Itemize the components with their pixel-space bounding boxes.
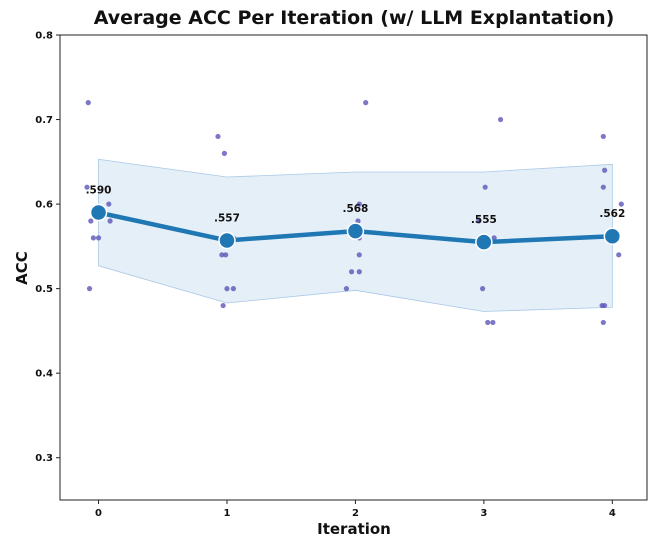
scatter-point: [616, 252, 622, 258]
scatter-point: [491, 235, 497, 241]
scatter-point: [600, 133, 606, 140]
scatter-point: [485, 319, 491, 326]
x-tick-label: 1: [223, 508, 230, 519]
x-tick-label: 3: [480, 508, 487, 519]
x-axis-label: Iteration: [317, 520, 391, 538]
scatter-point: [348, 269, 355, 275]
scatter-point: [600, 319, 606, 326]
scatter-point: [224, 286, 230, 292]
y-axis-label: ACC: [13, 251, 31, 285]
y-tick-label: 0.8: [35, 31, 53, 42]
scatter-point: [497, 116, 504, 123]
data-label: .557: [214, 212, 240, 224]
scatter-point: [363, 100, 369, 106]
mean-marker: [89, 203, 108, 222]
y-tick-label: 0.7: [35, 115, 53, 126]
scatter-point: [221, 150, 228, 156]
scatter-point: [88, 218, 94, 224]
scatter-point: [106, 201, 112, 207]
scatter-point: [215, 133, 221, 140]
mean-marker: [346, 222, 365, 240]
data-labels-layer: .590 .557 .568 .555 .562: [86, 185, 626, 227]
scatter-point: [90, 235, 96, 241]
scatter-point: [95, 235, 102, 241]
x-tick-label: 2: [352, 508, 359, 519]
scatter-point: [476, 218, 482, 224]
data-label: .555: [471, 214, 497, 226]
scatter-point: [490, 319, 496, 326]
data-label: .590: [86, 185, 112, 197]
scatter-point: [356, 252, 362, 258]
scatter-point: [84, 184, 90, 190]
scatter-point: [343, 286, 350, 292]
scatter-point: [600, 184, 606, 190]
scatter-point: [356, 201, 362, 207]
axes-layer: 0.3 0.4 0.5 0.6 0.7 0.8 0 1 2 3 4: [35, 31, 648, 519]
scatter-point: [618, 201, 624, 207]
scatter-point: [107, 218, 113, 224]
data-label: .562: [599, 208, 625, 220]
scatter-point: [85, 100, 91, 106]
y-tick-label: 0.5: [35, 284, 53, 295]
scatter-point: [86, 286, 93, 292]
scatter-point: [230, 286, 237, 292]
scatter-point: [602, 302, 608, 309]
scatter-point: [602, 167, 608, 173]
x-tick-label: 4: [609, 508, 616, 519]
scatter-point: [219, 252, 225, 258]
mean-markers-layer: [89, 203, 622, 251]
y-tick-label: 0.6: [35, 200, 53, 211]
x-tick-label: 0: [95, 508, 102, 519]
scatter-point: [482, 184, 488, 190]
mean-marker: [218, 231, 236, 250]
chart-title: Average ACC Per Iteration (w/ LLM Explan…: [94, 7, 615, 29]
mean-marker: [603, 227, 622, 245]
y-tick-label: 0.3: [35, 453, 53, 464]
scatter-point: [356, 269, 362, 275]
scatter-point: [355, 218, 361, 224]
plot-frame: [59, 34, 648, 501]
scatter-point: [479, 286, 486, 292]
mean-marker: [475, 233, 493, 251]
scatter-points-layer: [84, 100, 624, 326]
scatter-point: [223, 252, 229, 258]
scatter-point: [220, 302, 226, 309]
data-label: .568: [342, 203, 368, 215]
y-tick-label: 0.4: [35, 369, 53, 380]
